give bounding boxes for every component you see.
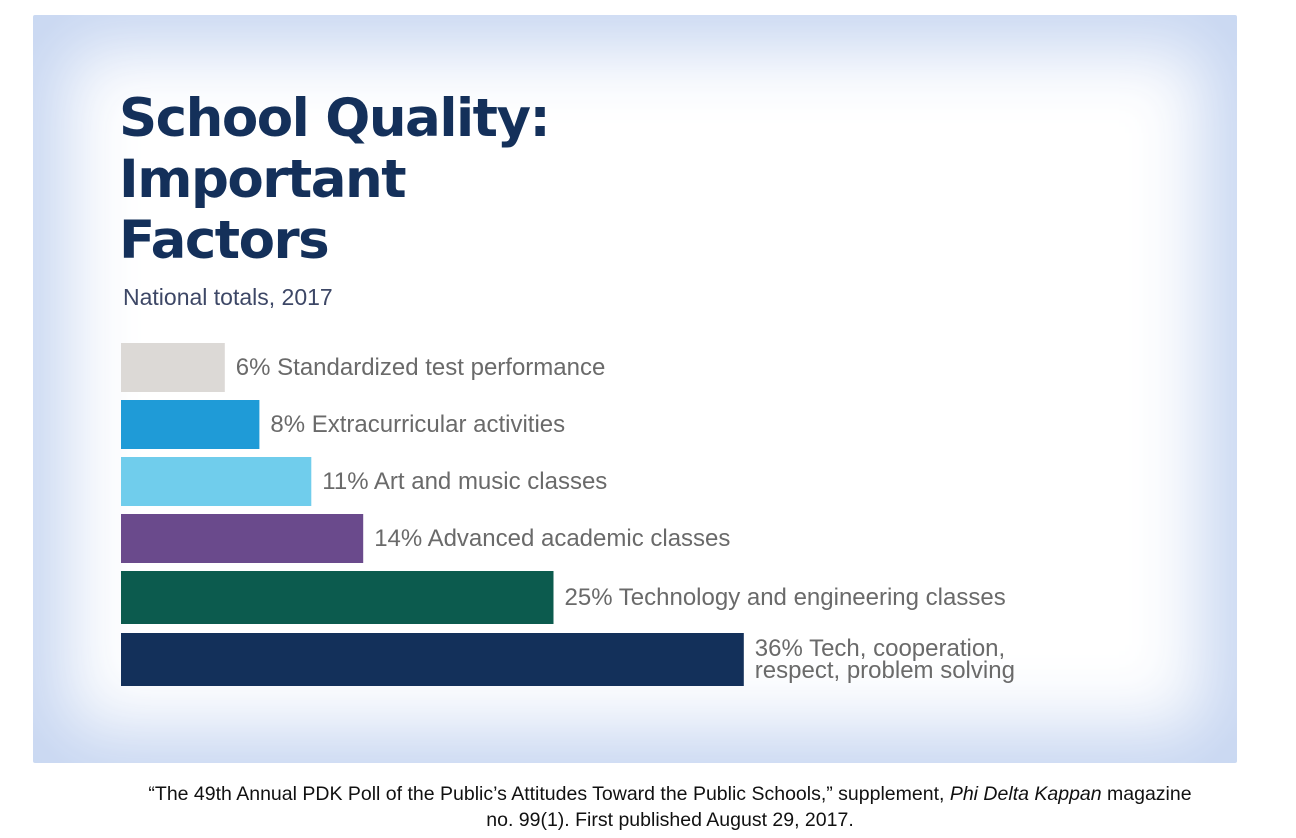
- bar-label-6-line-1: 36% Tech, cooperation,: [755, 635, 1005, 662]
- bar-3: [121, 457, 312, 506]
- bar-5: [121, 571, 554, 624]
- bar-label-4: 14% Advanced academic classes: [374, 525, 730, 552]
- source-text-part1: “The 49th Annual PDK Poll of the Public’…: [148, 783, 950, 805]
- bar-6: [121, 633, 744, 686]
- source-text-part2: magazine: [1101, 783, 1192, 805]
- bar-4: [121, 514, 364, 563]
- bar-label-5: 25% Technology and engineering classes: [565, 584, 1006, 611]
- bar-label-2: 8% Extracurricular activities: [270, 411, 565, 438]
- source-citation: “The 49th Annual PDK Poll of the Public’…: [0, 781, 1296, 833]
- bar-label-1: 6% Standardized test performance: [236, 354, 606, 381]
- source-journal: Phi Delta Kappan: [949, 783, 1102, 805]
- bar-label-6-line-2: respect, problem solving: [755, 657, 1015, 684]
- source-text-line2: no. 99(1). First published August 29, 20…: [486, 809, 854, 831]
- bar-label-3: 11% Art and music classes: [322, 468, 607, 495]
- chart-title: School Quality: Important Factors: [119, 88, 551, 271]
- chart-subtitle: National totals, 2017: [123, 284, 333, 310]
- bar-2: [121, 400, 260, 449]
- bar-1: [121, 343, 225, 392]
